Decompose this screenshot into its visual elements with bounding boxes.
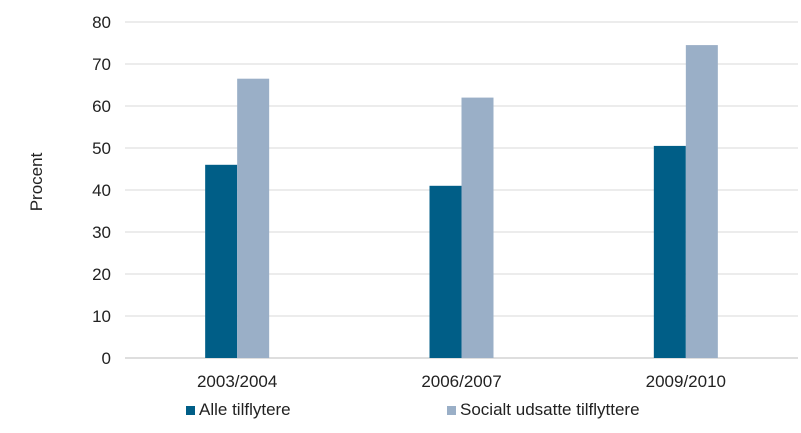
x-axis-ticks: 2003/2004 2006/2007 2009/2010	[197, 372, 726, 391]
bars	[205, 45, 718, 358]
x-tick-label: 2009/2010	[646, 372, 726, 391]
bar-socialt-udsatte-2006-2007	[461, 97, 494, 358]
x-tick-label: 2006/2007	[421, 372, 501, 391]
y-tick-label: 30	[92, 223, 111, 242]
legend: Alle tilflytere Socialt udsatte tilflytt…	[0, 400, 801, 424]
legend-swatch-icon	[447, 405, 456, 415]
y-axis-ticks: 0 10 20 30 40 50 60 70 80	[92, 13, 111, 368]
y-tick-label: 70	[92, 55, 111, 74]
y-axis-label: Procent	[27, 152, 46, 211]
y-tick-label: 0	[102, 349, 111, 368]
bar-alle-tilflytere-2009-2010	[653, 145, 686, 358]
bar-socialt-udsatte-2003-2004	[237, 78, 270, 358]
legend-item-socialt-udsatte: Socialt udsatte tilflyttere	[447, 400, 640, 420]
bar-alle-tilflytere-2006-2007	[429, 185, 462, 358]
y-tick-label: 60	[92, 97, 111, 116]
y-tick-label: 40	[92, 181, 111, 200]
y-tick-label: 10	[92, 307, 111, 326]
legend-item-alle-tilflytere: Alle tilflytere	[186, 400, 291, 420]
y-tick-label: 20	[92, 265, 111, 284]
legend-label: Socialt udsatte tilflyttere	[460, 400, 640, 419]
bar-socialt-udsatte-2009-2010	[685, 45, 718, 358]
bar-alle-tilflytere-2003-2004	[205, 164, 238, 358]
legend-swatch-icon	[186, 405, 195, 415]
y-tick-label: 50	[92, 139, 111, 158]
x-tick-label: 2003/2004	[197, 372, 277, 391]
legend-label: Alle tilflytere	[199, 400, 291, 419]
y-tick-label: 80	[92, 13, 111, 32]
